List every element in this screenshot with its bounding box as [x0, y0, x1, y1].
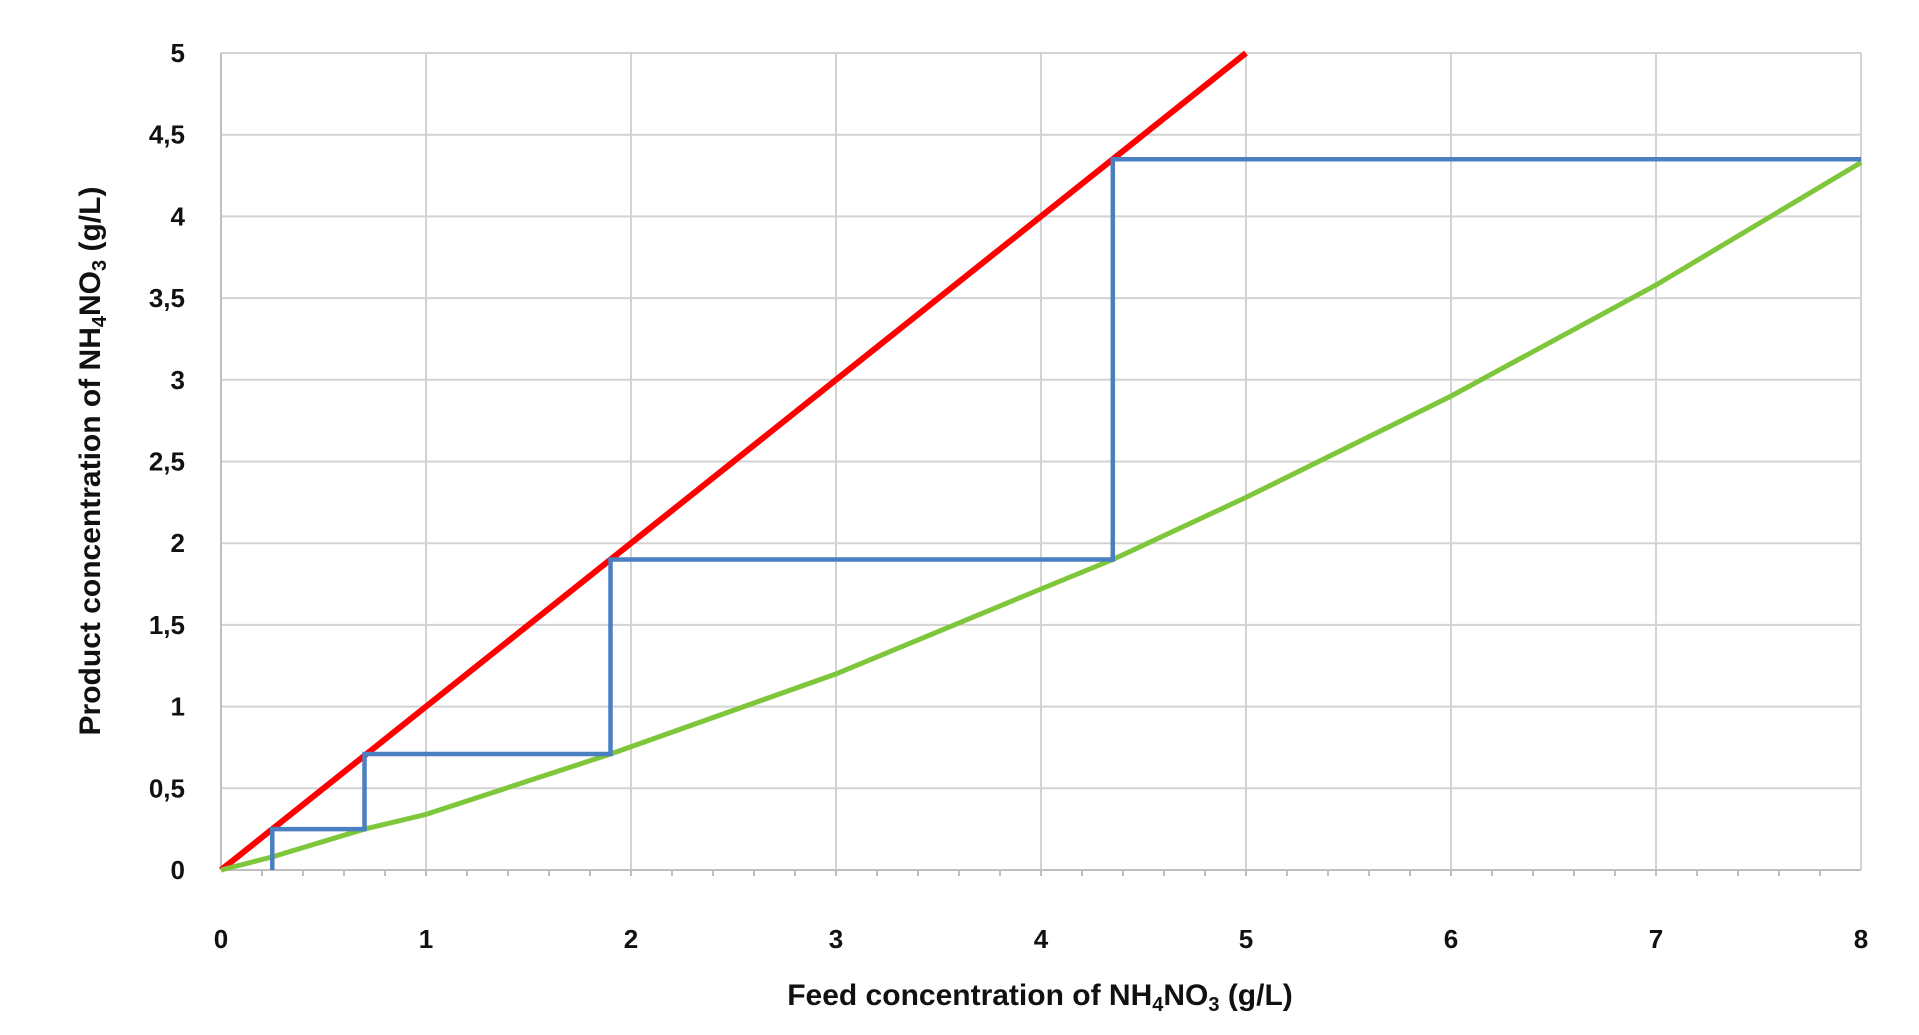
x-tick-label-4: 4 [1034, 924, 1049, 954]
y-tick-label-8: 4 [171, 201, 186, 231]
y-axis-title: Product concentration of NH4NO3 (g/L) [74, 187, 111, 736]
x-tick-label-2: 2 [624, 924, 638, 954]
y-tick-label-4: 2 [171, 528, 185, 558]
y-tick-label-0: 0 [171, 855, 185, 885]
y-tick-label-3: 1,5 [149, 610, 185, 640]
x-tick-label-5: 5 [1239, 924, 1253, 954]
series-group [219, 50, 1863, 873]
x-tick-label-3: 3 [829, 924, 843, 954]
minor-ticks [261, 870, 1821, 876]
y-tick-label-9: 4,5 [149, 120, 185, 150]
y-tick-label-2: 1 [171, 692, 185, 722]
series-line-1 [220, 160, 1863, 873]
y-tick-label-1: 0,5 [149, 773, 185, 803]
y-tick-label-6: 3 [171, 365, 185, 395]
x-axis-title: Feed concentration of NH4NO3 (g/L) [787, 979, 1293, 1016]
x-tick-label-6: 6 [1444, 924, 1458, 954]
x-tick-label-0: 0 [214, 924, 228, 954]
x-tick-label-1: 1 [419, 924, 433, 954]
x-tick-label-7: 7 [1649, 924, 1663, 954]
x-tick-label-8: 8 [1854, 924, 1868, 954]
series-line-2 [270, 156, 1861, 870]
series-line-0 [219, 50, 1248, 873]
y-tick-label-10: 5 [171, 38, 185, 68]
tick-labels: 0 1 2 3 4 5 6 7 8 0 0,5 1 1,5 2 2,5 3 3,5 4 4,5 5 [149, 38, 1868, 954]
y-tick-label-7: 3,5 [149, 283, 185, 313]
y-tick-label-5: 2,5 [149, 447, 185, 477]
